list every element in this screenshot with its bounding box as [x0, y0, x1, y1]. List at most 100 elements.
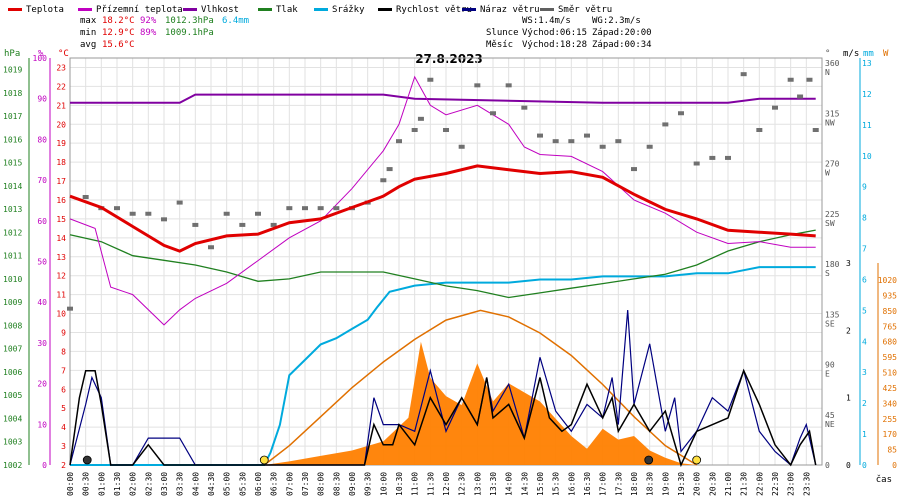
legend-swatch-0 [8, 8, 22, 11]
tick-w: 425 [883, 384, 898, 393]
tick-x: 06:30 [270, 472, 279, 496]
tick-mm: 5 [862, 306, 867, 315]
moon-set-marker [82, 455, 92, 465]
tick-hpa: 1013 [3, 205, 22, 214]
tick-x: 02:30 [144, 472, 153, 496]
tick-w: 595 [883, 353, 898, 362]
stat-min-temp: 12.9°C [102, 28, 135, 38]
point-wind-dir [67, 306, 73, 311]
point-wind-dir [129, 211, 136, 216]
legend-label-0: Teplota [26, 5, 64, 15]
tick-x: 19:30 [677, 472, 686, 496]
unit-degc: °C [58, 49, 69, 59]
tick-x: 11:00 [411, 472, 420, 496]
tick-x: 22:30 [771, 472, 780, 496]
tick-x: 13:00 [473, 472, 482, 496]
plot-area [67, 72, 819, 468]
point-wind-dir [756, 128, 763, 132]
tick-hpa: 1018 [3, 89, 22, 98]
tick-x: 00:30 [82, 472, 91, 496]
tick-degc: 22 [56, 82, 66, 91]
point-wind-dir [615, 139, 622, 144]
tick-hpa: 1016 [3, 135, 22, 144]
point-wind-dir [552, 139, 559, 144]
series-temperature [69, 164, 816, 253]
tick-pct: 70 [37, 176, 47, 185]
info-moon-label: Měsíc [486, 40, 513, 50]
tick-dir: 315 [825, 109, 840, 118]
tick-x: 12:30 [458, 472, 467, 496]
tick-mm: 3 [862, 368, 867, 377]
point-wind-dir [693, 161, 700, 166]
stat-max-temp: 18.2°C [102, 16, 135, 26]
tick-x: 11:30 [426, 472, 435, 496]
info-sun-set: Západ:20:00 [592, 28, 652, 38]
stat-min-press: 1009.1hPa [165, 28, 214, 38]
tick-pct: 10 [37, 420, 47, 429]
tick-x: 04:00 [191, 472, 200, 496]
tick-dir-label: N [825, 68, 830, 77]
point-wind-dir [662, 122, 669, 127]
tick-degc: 5 [61, 404, 66, 413]
tick-hpa: 1010 [3, 275, 22, 284]
series-sun-elevation [263, 309, 698, 466]
tick-degc: 17 [56, 177, 66, 186]
point-wind-dir [255, 211, 261, 216]
tick-mm: 6 [862, 275, 867, 284]
point-wind-dir [797, 94, 804, 99]
point-wind-dir [333, 206, 340, 211]
point-wind-dir [458, 144, 465, 149]
point-wind-dir [474, 83, 481, 88]
legend-swatch-4 [314, 8, 328, 11]
tick-x: 19:00 [661, 472, 670, 496]
unit-pct: % [38, 49, 44, 59]
point-wind-dir [317, 206, 324, 211]
point-wind-dir [631, 167, 637, 172]
point-wind-dir [411, 128, 418, 132]
tick-w: 85 [887, 446, 897, 455]
point-wind-dir [599, 144, 606, 149]
tick-dir-label: NW [825, 118, 835, 127]
tick-degc: 2 [61, 461, 66, 470]
tick-hpa: 1014 [3, 182, 22, 191]
tick-w: 850 [883, 307, 898, 316]
tick-w: 935 [883, 291, 898, 300]
chart-title: 27.8.2023 [415, 52, 483, 66]
tick-pct: 40 [37, 298, 47, 307]
tick-degc: 18 [56, 158, 66, 167]
tick-x: 20:30 [708, 472, 717, 496]
tick-x: 07:00 [285, 472, 294, 496]
tick-ms: 3 [846, 259, 851, 268]
series-solar [264, 341, 697, 465]
point-wind-dir [176, 200, 183, 205]
point-wind-dir [302, 206, 308, 211]
sunset-marker [692, 455, 702, 465]
tick-mm: 2 [862, 399, 867, 408]
legend-label-5: Rychlost větru [396, 5, 472, 15]
tick-mm: 4 [862, 337, 867, 346]
tick-x: 04:30 [207, 472, 216, 496]
legend-swatch-3 [258, 8, 272, 11]
tick-x: 05:00 [223, 472, 232, 496]
tick-dir: 90 [825, 361, 835, 370]
tick-pct: 60 [37, 217, 47, 226]
stat-max-press: 1012.3hPa [165, 16, 214, 26]
tick-x: 03:00 [160, 472, 169, 496]
tick-x: 12:00 [442, 472, 451, 496]
unit-ms: m/s [843, 49, 859, 59]
tick-degc: 9 [61, 328, 66, 337]
tick-x: 06:00 [254, 472, 263, 496]
tick-x: 23:00 [787, 472, 796, 496]
tick-dir: 45 [825, 411, 835, 420]
point-wind-dir [646, 144, 653, 149]
tick-mm: 9 [862, 183, 867, 192]
series-wind-speed [69, 368, 817, 468]
legend-label-3: Tlak [276, 5, 298, 15]
tick-dir: 135 [825, 310, 840, 319]
legend-swatch-5 [378, 8, 392, 11]
tick-x: 14:00 [505, 472, 514, 496]
point-wind-dir [584, 133, 590, 138]
tick-mm: 1 [862, 430, 867, 439]
tick-w: 1020 [878, 276, 897, 285]
tick-degc: 14 [56, 234, 66, 243]
